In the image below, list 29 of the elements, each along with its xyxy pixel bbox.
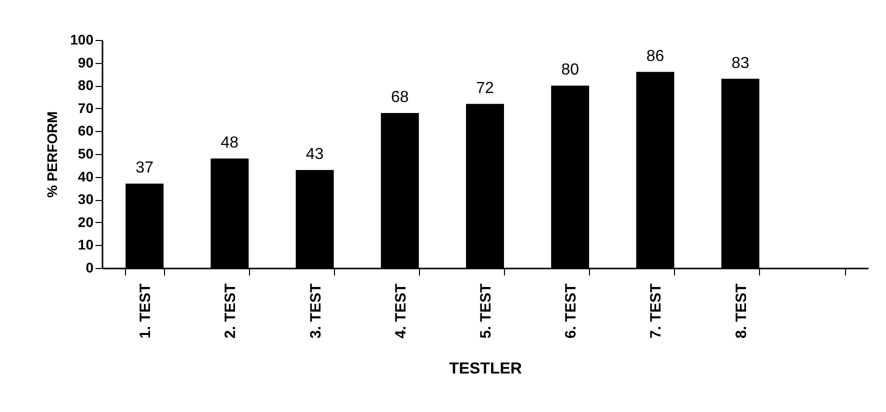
y-tick-label: 70 (78, 100, 94, 116)
y-axis-title: % PERFORM (44, 111, 60, 198)
y-tick-label: 60 (78, 122, 94, 139)
x-tick-label: 3. TEST (307, 284, 324, 339)
data-label: 86 (646, 48, 664, 65)
data-label: 83 (731, 54, 750, 72)
y-tick-label: 100 (70, 32, 94, 48)
y-tick-label: 20 (78, 214, 94, 230)
y-tick-label: 30 (78, 191, 94, 208)
data-label: 37 (136, 160, 154, 177)
x-tick-label: 2. TEST (222, 284, 240, 339)
y-tick-label: 0 (86, 260, 94, 276)
data-label: 48 (220, 134, 239, 152)
y-tick-label: 80 (78, 77, 94, 94)
data-label: 43 (306, 146, 324, 163)
x-axis-title: TESTLER (449, 360, 522, 378)
y-tick-label: 90 (78, 54, 94, 70)
x-tick-label: 7. TEST (648, 284, 665, 339)
data-label: 80 (561, 62, 580, 79)
x-tick-label: 1. TEST (137, 284, 154, 339)
x-tick-label: 8. TEST (732, 284, 750, 339)
x-tick-label: 5. TEST (478, 284, 494, 339)
y-tick-label: 40 (78, 168, 94, 184)
x-tick-label: 6. TEST (562, 284, 580, 339)
x-tick-label: 4. TEST (392, 284, 410, 339)
data-label: 72 (476, 80, 494, 97)
y-tick-label: 10 (78, 236, 94, 253)
data-label: 68 (390, 88, 409, 106)
y-tick-label: 50 (78, 146, 94, 162)
